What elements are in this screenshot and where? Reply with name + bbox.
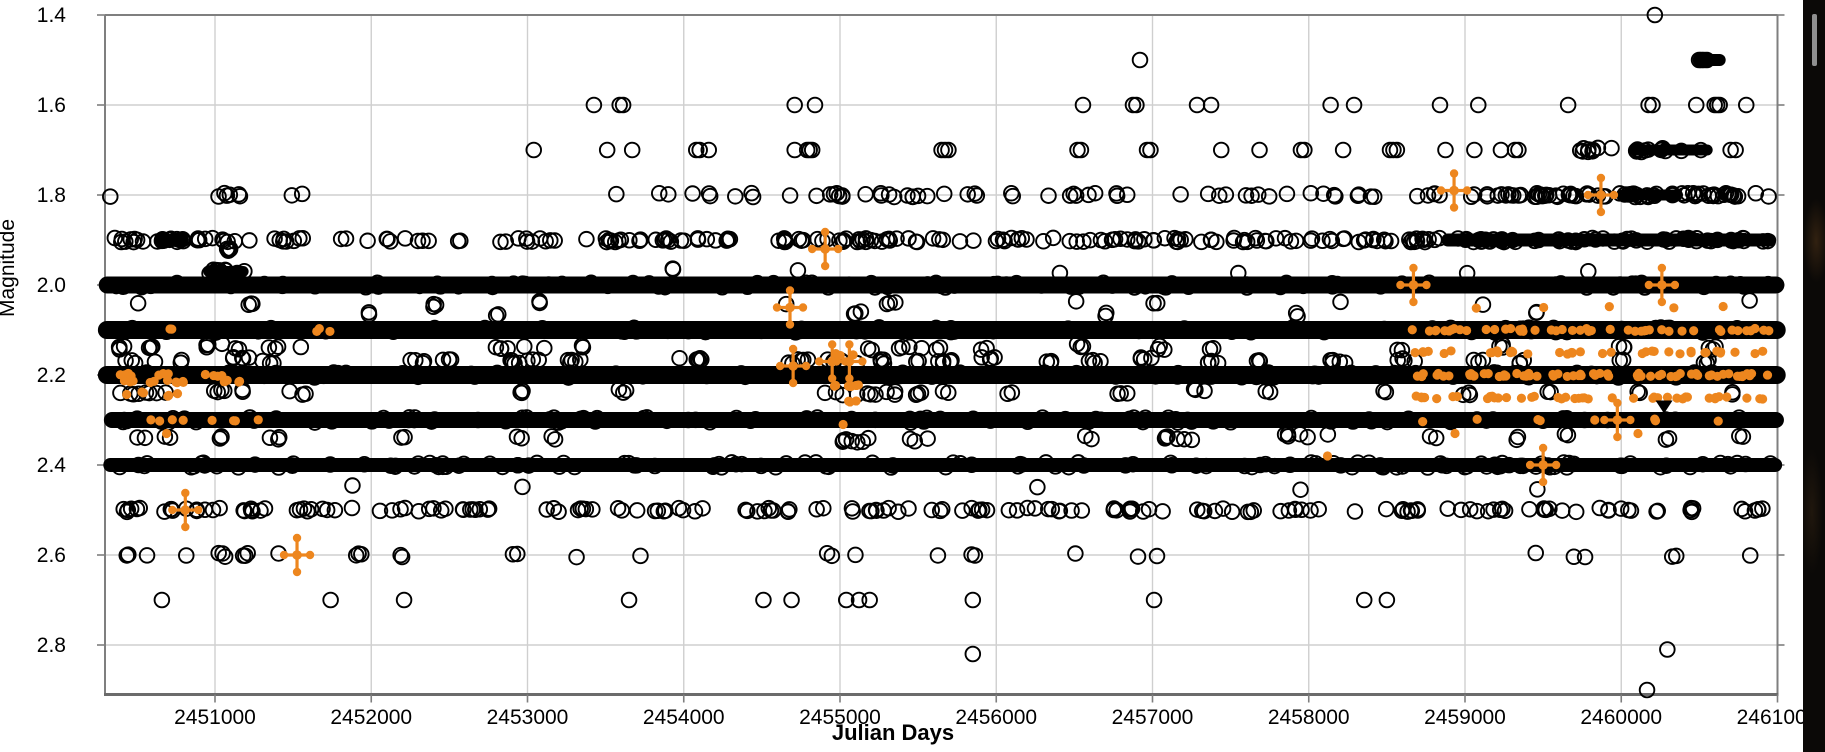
axis-tick-labels: 2451000 2452000 2453000 2454000 2455000 24560…	[37, 4, 1819, 729]
svg-text:2452000: 2452000	[330, 706, 412, 729]
svg-text:2.6: 2.6	[37, 544, 66, 567]
svg-text:2.2: 2.2	[37, 364, 66, 387]
x-axis-title: Julian Days	[832, 720, 954, 745]
svg-text:1.8: 1.8	[37, 184, 66, 207]
special-markers	[1655, 400, 1673, 414]
svg-text:2.8: 2.8	[37, 634, 66, 657]
plot-border	[104, 14, 1779, 696]
scrollbar-track[interactable]	[1803, 0, 1825, 752]
svg-text:2453000: 2453000	[487, 706, 569, 729]
svg-text:2457000: 2457000	[1112, 706, 1194, 729]
svg-text:2456000: 2456000	[955, 706, 1037, 729]
svg-text:2.0: 2.0	[37, 274, 66, 297]
v-band-observation-points	[115, 169, 1774, 577]
y-axis-title: Magnitude	[0, 219, 19, 317]
scrollbar-thumb[interactable]	[1812, 14, 1817, 66]
svg-text:2454000: 2454000	[643, 706, 725, 729]
visual-observation-points	[102, 6, 1779, 699]
svg-text:2455000: 2455000	[799, 706, 881, 729]
svg-text:2.4: 2.4	[37, 454, 67, 477]
svg-text:2461000: 2461000	[1737, 706, 1819, 729]
dense-observation-bands	[97, 54, 1786, 472]
svg-text:2460000: 2460000	[1580, 706, 1662, 729]
svg-text:1.6: 1.6	[37, 94, 66, 117]
svg-text:2459000: 2459000	[1424, 706, 1506, 729]
svg-text:2458000: 2458000	[1268, 706, 1350, 729]
svg-text:2451000: 2451000	[174, 706, 256, 729]
svg-text:1.4: 1.4	[37, 4, 67, 27]
